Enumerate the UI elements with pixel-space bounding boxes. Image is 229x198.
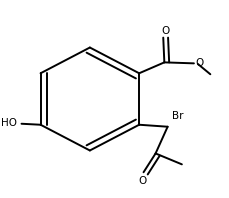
Text: O: O [138,176,146,186]
Text: Br: Br [171,111,182,121]
Text: O: O [160,26,168,36]
Text: HO: HO [1,118,17,128]
Text: O: O [195,58,203,68]
